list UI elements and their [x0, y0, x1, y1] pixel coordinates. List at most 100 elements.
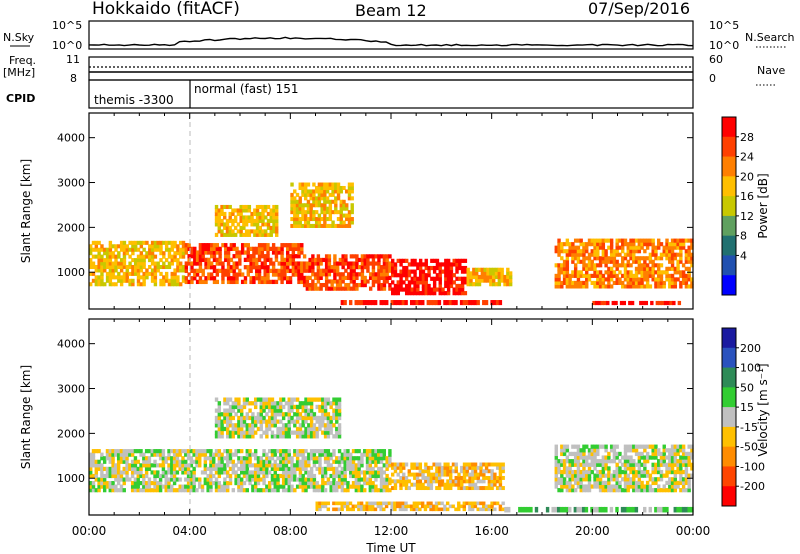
rti-cell [295, 456, 300, 461]
rti-cell [178, 477, 182, 482]
rti-cell [596, 263, 600, 268]
rti-cell [486, 271, 490, 276]
rti-cell [473, 469, 478, 474]
rti-cell [637, 488, 642, 493]
rti-cell [352, 282, 356, 288]
rti-cell [284, 470, 289, 475]
rti-cell [280, 254, 284, 259]
rti-cell [449, 269, 454, 274]
rti-cell [443, 482, 447, 487]
rti-cell [480, 278, 485, 283]
rti-cell [471, 475, 475, 480]
rti-cell [585, 469, 589, 475]
rti-cell [275, 232, 279, 237]
rti-cell [312, 426, 317, 432]
rti-cell [246, 257, 250, 263]
rti-cell [357, 257, 362, 263]
rti-cell [260, 276, 265, 281]
rti-cell [170, 275, 174, 280]
rti-cell [365, 481, 370, 486]
rti-cell [323, 210, 327, 215]
rti-cell [238, 254, 242, 259]
rti-cell [315, 397, 319, 402]
rti-cell [670, 263, 675, 268]
rti-cell [670, 277, 675, 282]
rti-cell [287, 426, 291, 432]
rti-cell [316, 279, 321, 284]
rti-cell [206, 466, 210, 471]
rti-cell [596, 284, 600, 289]
rti-cell [89, 452, 93, 457]
rti-cell [658, 300, 662, 306]
rti-cell [245, 426, 249, 432]
rti-cell [430, 287, 434, 292]
rti-cell [218, 257, 222, 263]
rti-cell [371, 473, 375, 479]
rti-cell [257, 257, 262, 263]
rti-cell [618, 277, 622, 282]
rti-cell [458, 258, 462, 263]
rti-cell [321, 415, 325, 421]
rti-cell [150, 258, 155, 263]
rti-cell [201, 272, 205, 277]
rti-cell [228, 473, 233, 479]
rti-cell [446, 269, 451, 274]
rti-cell [668, 249, 672, 254]
rti-cell [247, 215, 252, 220]
rti-cell [312, 210, 316, 215]
rti-cell [311, 261, 315, 266]
velocity-xaxis: 00:00 04:00 08:00 12:00 16:00 20:00 00:00 [72, 319, 710, 538]
rti-cell [114, 484, 118, 489]
rti-cell [615, 238, 619, 243]
rti-cell [276, 408, 280, 413]
rti-cell [629, 480, 633, 486]
rti-cell [274, 254, 279, 259]
rti-cell [368, 488, 373, 493]
rti-cell [326, 459, 331, 464]
rti-cell [360, 459, 364, 464]
rti-cell [312, 484, 317, 489]
rti-cell [593, 242, 597, 247]
rti-cell [443, 507, 447, 512]
rti-cell [393, 469, 398, 474]
time-tick-label: 08:00 [273, 524, 308, 538]
rti-cell [226, 265, 231, 270]
rti-cell [223, 456, 227, 461]
rti-cell [301, 189, 305, 194]
rti-cell [623, 448, 628, 453]
rti-cell [102, 466, 107, 471]
rti-cell [139, 254, 144, 259]
rti-cell [313, 275, 318, 280]
rti-cell [329, 488, 333, 493]
rti-cell [587, 242, 592, 247]
rti-cell [596, 473, 600, 478]
rti-cell [418, 462, 423, 467]
rti-cell [679, 259, 683, 264]
rti-cell [607, 484, 611, 489]
rti-cell [173, 251, 177, 256]
rti-cell [105, 247, 110, 252]
rti-cell [142, 240, 146, 245]
rti-cell [125, 251, 129, 256]
rti-cell [253, 423, 258, 428]
rti-cell [119, 278, 124, 283]
rti-cell [668, 273, 672, 278]
rti-cell [426, 479, 431, 484]
rti-cell [399, 283, 403, 289]
rti-cell [377, 466, 381, 471]
rti-cell [579, 469, 583, 475]
rti-cell [176, 251, 180, 256]
rti-cell [607, 284, 611, 289]
rti-cell [554, 506, 558, 513]
rti-cell [203, 463, 208, 468]
rti-cell [679, 284, 683, 289]
rti-cell [430, 258, 434, 263]
rti-cell [393, 265, 398, 271]
rti-cell [190, 268, 194, 274]
rti-cell [275, 215, 279, 220]
rti-cell [644, 300, 649, 306]
beam-title: Beam 12 [355, 1, 427, 20]
rti-cell [240, 423, 244, 428]
rti-cell [498, 507, 503, 512]
rti-cell [255, 218, 260, 223]
